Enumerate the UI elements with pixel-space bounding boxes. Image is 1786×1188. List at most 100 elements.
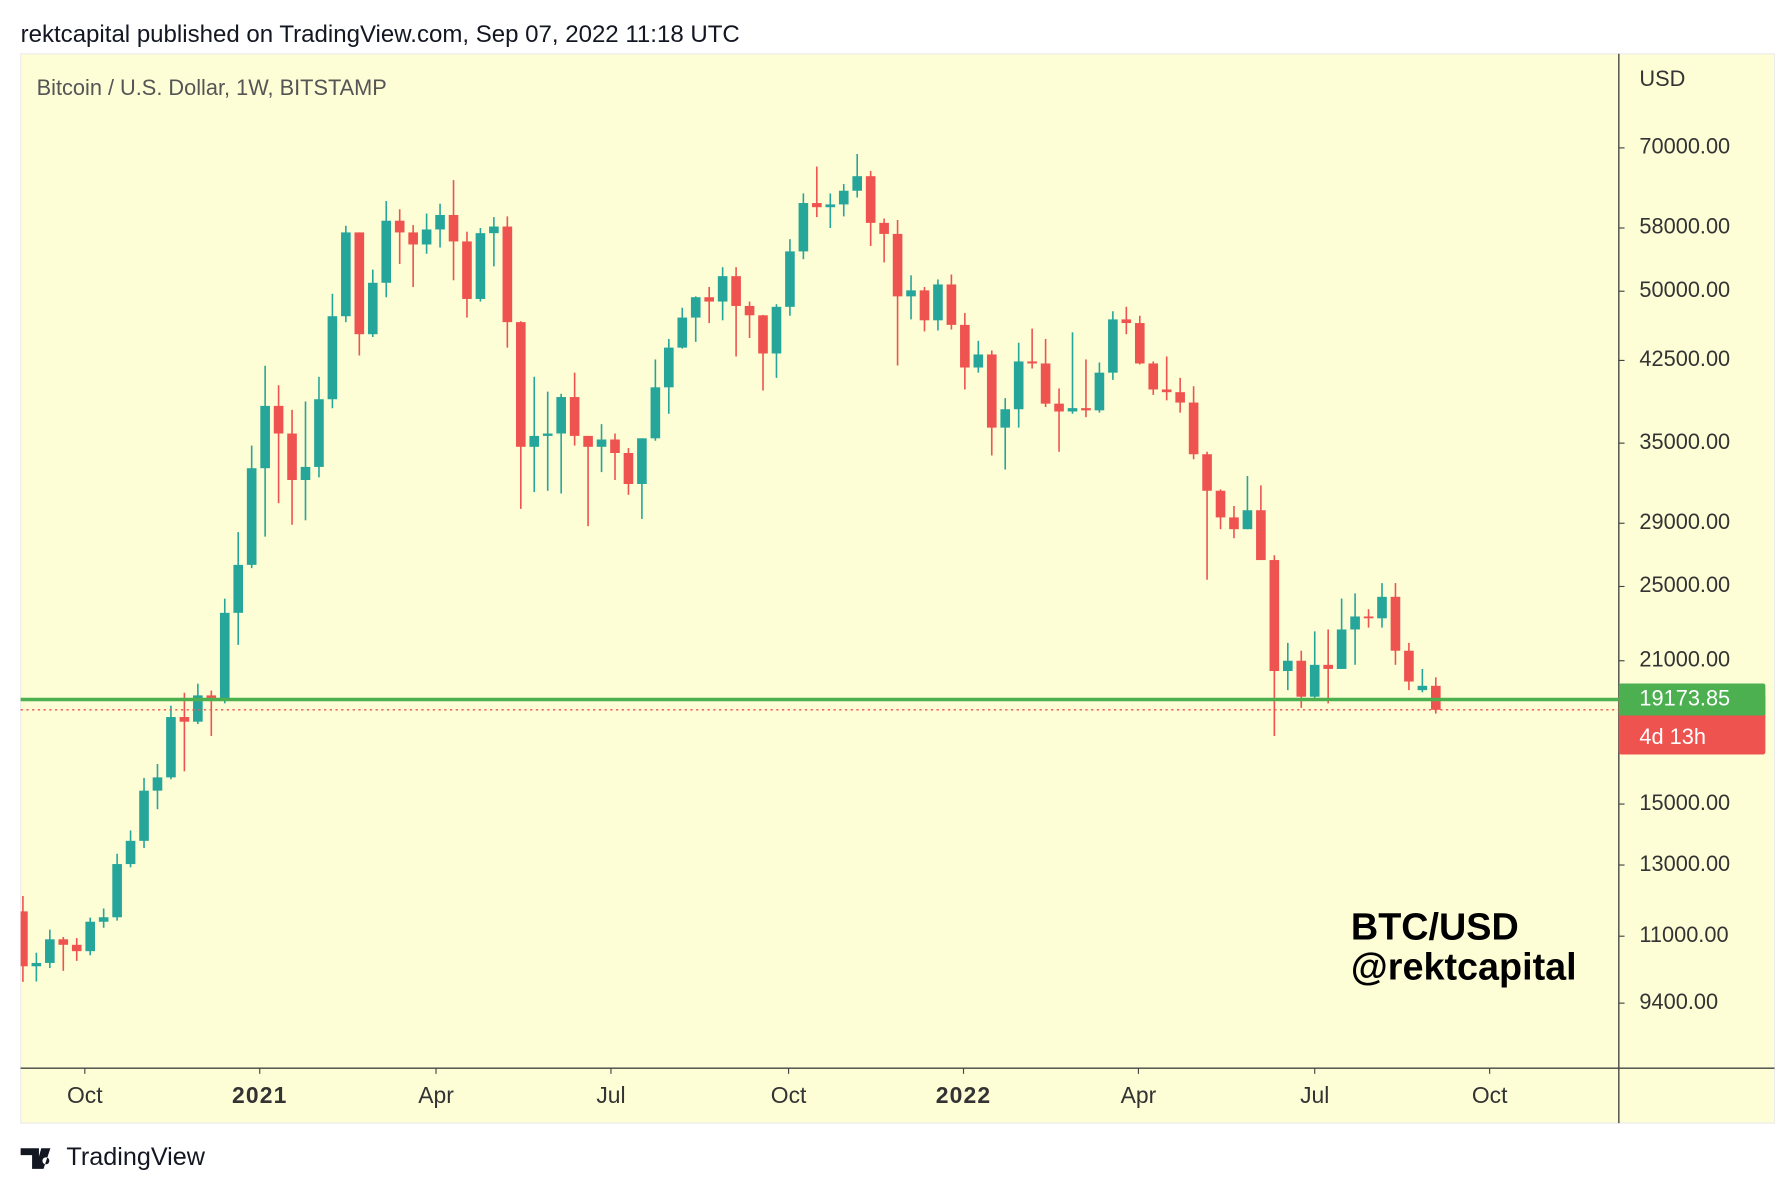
- candle-body: [1363, 616, 1374, 619]
- candle-body: [529, 435, 540, 447]
- candle-body: [1296, 660, 1307, 697]
- candle-body: [1336, 629, 1347, 669]
- candle-body: [744, 305, 755, 316]
- candle-body: [556, 397, 566, 434]
- candle-body: [1256, 510, 1266, 561]
- candle-body: [246, 468, 257, 565]
- x-tick-label: 2022: [936, 1082, 991, 1108]
- candle-body: [367, 282, 378, 335]
- countdown-label: 4d 13h: [1639, 724, 1706, 749]
- y-tick-label: 21000.00: [1639, 646, 1730, 671]
- y-tick-label: 25000.00: [1639, 572, 1730, 597]
- candle-body: [1148, 363, 1159, 390]
- candle-body: [650, 387, 661, 439]
- candle-body: [489, 226, 499, 234]
- candle-body: [717, 276, 728, 302]
- y-tick-label: 50000.00: [1639, 277, 1730, 302]
- candle-body: [260, 405, 270, 469]
- candle-body: [179, 717, 190, 722]
- candle-body: [206, 695, 217, 700]
- candle-body: [327, 316, 338, 400]
- candle-body: [986, 354, 997, 428]
- candle-body: [166, 717, 176, 778]
- candle-body: [1040, 363, 1051, 404]
- candle-body: [502, 226, 513, 323]
- candle-body: [341, 232, 351, 317]
- candle-body: [381, 220, 392, 283]
- candle-body: [879, 222, 889, 234]
- candle-body: [1377, 596, 1387, 619]
- candle-body: [98, 917, 109, 922]
- y-tick-label: 13000.00: [1639, 851, 1730, 876]
- candle-body: [664, 347, 674, 388]
- candle-body: [865, 176, 876, 223]
- x-tick-label: Apr: [418, 1082, 454, 1108]
- candle-body: [45, 939, 55, 963]
- candle-body: [421, 229, 432, 245]
- candle-body: [1309, 664, 1320, 697]
- candle-body: [596, 439, 607, 447]
- candle-body: [1000, 409, 1011, 428]
- candle-body: [1161, 389, 1172, 393]
- candle-body: [139, 790, 149, 841]
- y-tick-label: 42500.00: [1639, 346, 1730, 371]
- y-tick-label: 29000.00: [1639, 509, 1730, 534]
- candle-body: [287, 433, 297, 480]
- candle-body: [112, 864, 122, 918]
- candle-body: [758, 315, 768, 354]
- candle-body: [623, 452, 634, 484]
- candle-body: [125, 840, 136, 865]
- candle-body: [1417, 685, 1428, 691]
- candle-body: [1215, 490, 1226, 518]
- candle-body: [1108, 319, 1118, 373]
- candle-body: [852, 176, 863, 191]
- candle-body: [838, 190, 849, 205]
- candle-body: [610, 439, 620, 453]
- candle-body: [20, 911, 28, 967]
- candle-body: [785, 251, 795, 307]
- candle-body: [219, 612, 230, 700]
- candle-body: [583, 435, 593, 447]
- candle-body: [1404, 650, 1414, 682]
- x-tick-label: Oct: [67, 1082, 103, 1108]
- publish-header: rektcapital published on TradingView.com…: [21, 21, 740, 48]
- candle-body: [71, 944, 82, 952]
- candle-body: [1242, 510, 1253, 530]
- candle-body: [825, 204, 836, 208]
- chart-title: Bitcoin / U.S. Dollar, 1W, BITSTAMP: [37, 75, 387, 100]
- candle-body: [1188, 402, 1199, 455]
- candle-body: [569, 397, 580, 436]
- watermark: @rektcapital: [1351, 947, 1577, 989]
- candle-body: [314, 399, 324, 467]
- candle-body: [1175, 392, 1185, 403]
- x-tick-label: Oct: [771, 1082, 807, 1108]
- candle-body: [475, 233, 486, 299]
- candle-body: [906, 290, 916, 297]
- candle-body: [273, 405, 284, 434]
- candle-body: [1067, 408, 1078, 412]
- candle-body: [690, 297, 701, 318]
- candle-body: [462, 241, 472, 299]
- candle-body: [1094, 372, 1105, 411]
- candle-body: [731, 276, 741, 306]
- candle-body: [1323, 664, 1333, 669]
- candle-body: [677, 317, 688, 348]
- candle-body: [1013, 361, 1024, 410]
- candle-body: [300, 466, 311, 480]
- candle-body: [704, 297, 714, 302]
- plot-area: [20, 154, 1441, 982]
- y-tick-label: 35000.00: [1639, 429, 1730, 454]
- candle-body: [973, 354, 984, 368]
- candle-body: [31, 962, 42, 967]
- y-tick-label: 15000.00: [1639, 790, 1730, 815]
- y-tick-label: 58000.00: [1639, 214, 1730, 239]
- candle-body: [1229, 517, 1239, 530]
- candle-body: [960, 324, 970, 368]
- y-tick-label: 70000.00: [1639, 134, 1730, 159]
- candle-body: [58, 939, 69, 945]
- candle-body: [1121, 319, 1132, 324]
- y-tick-label: 11000.00: [1639, 922, 1728, 947]
- x-tick-label: 2021: [232, 1082, 287, 1108]
- watermark: BTC/USD: [1351, 907, 1519, 949]
